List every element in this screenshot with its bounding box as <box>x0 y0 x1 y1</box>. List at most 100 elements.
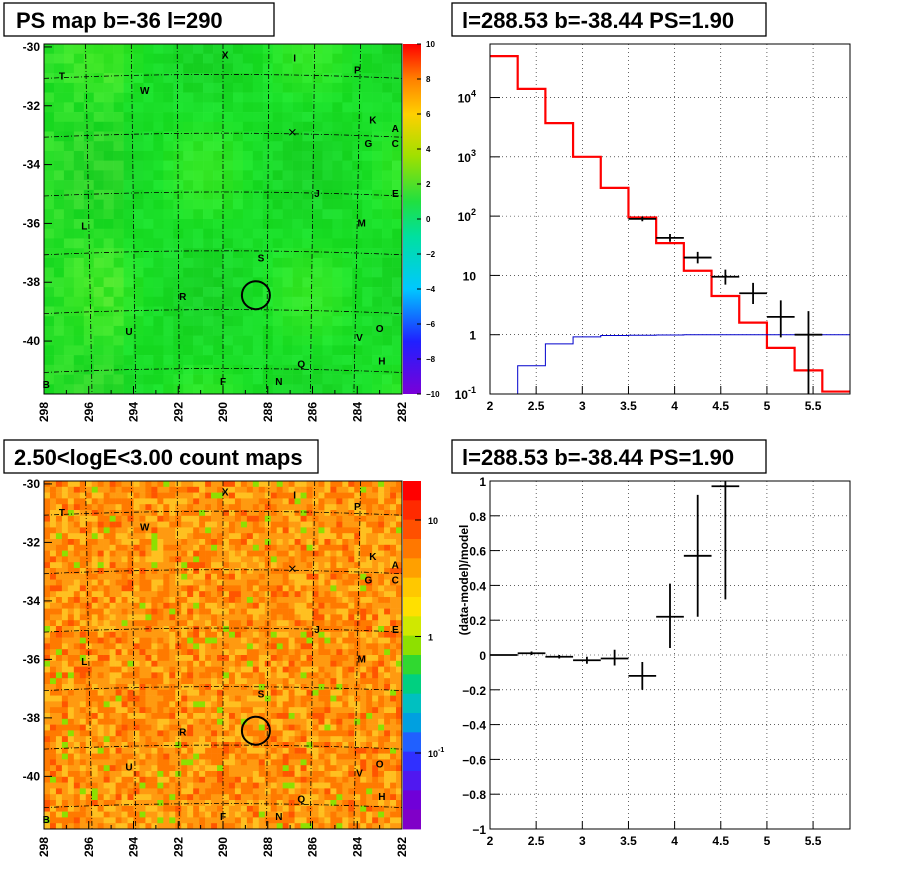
map-pixel <box>330 771 336 777</box>
map-pixel <box>124 73 134 83</box>
map-pixel <box>283 365 293 375</box>
map-pixel <box>213 248 223 258</box>
map-pixel <box>271 707 277 713</box>
map-pixel <box>74 620 80 626</box>
map-pixel <box>157 713 163 719</box>
map-pixel <box>169 823 175 829</box>
map-pixel <box>295 783 301 789</box>
map-pixel <box>295 620 301 626</box>
map-pixel <box>110 597 116 603</box>
map-pixel <box>80 498 86 504</box>
map-pixel <box>163 574 169 580</box>
map-pixel <box>134 510 140 516</box>
map-pixel <box>74 783 80 789</box>
map-pixel <box>301 649 307 655</box>
map-pixel <box>384 719 390 725</box>
map-pixel <box>217 481 223 487</box>
map-pixel <box>360 690 366 696</box>
map-pixel <box>235 603 241 609</box>
map-pixel <box>362 258 372 268</box>
map-pixel <box>114 54 124 64</box>
map-pixel <box>229 551 235 557</box>
map-pixel <box>134 170 144 180</box>
map-pixel <box>354 556 360 562</box>
map-pixel <box>241 568 247 574</box>
map-pixel <box>271 730 277 736</box>
map-pixel <box>342 365 352 375</box>
map-pixel <box>362 345 372 355</box>
map-pixel <box>44 759 50 765</box>
map-pixel <box>277 504 283 510</box>
map-pixel <box>50 690 56 696</box>
map-pixel <box>271 504 277 510</box>
map-pixel <box>241 794 247 800</box>
map-pixel <box>318 493 324 499</box>
map-pixel <box>384 759 390 765</box>
map-pixel <box>163 268 173 278</box>
map-pixel <box>157 545 163 551</box>
map-pixel <box>235 522 241 528</box>
map-pixel <box>354 707 360 713</box>
map-pixel <box>163 219 173 229</box>
map-pixel <box>229 696 235 702</box>
map-pixel <box>384 649 390 655</box>
map-pixel <box>169 771 175 777</box>
map-pixel <box>80 510 86 516</box>
map-pixel <box>217 684 223 690</box>
map-pixel <box>169 730 175 736</box>
map-pixel <box>307 597 313 603</box>
map-pixel <box>163 568 169 574</box>
map-pixel <box>223 522 229 528</box>
map-pixel <box>241 678 247 684</box>
map-pixel <box>271 481 277 487</box>
map-pixel <box>104 190 114 200</box>
map-pixel <box>80 777 86 783</box>
map-pixel <box>163 638 169 644</box>
map-pixel <box>64 44 74 54</box>
map-pixel <box>145 812 151 818</box>
map-pixel <box>243 248 253 258</box>
map-pixel <box>98 545 104 551</box>
map-pixel <box>217 649 223 655</box>
map-pixel <box>169 725 175 731</box>
map-pixel <box>64 277 74 287</box>
map-pixel <box>322 180 332 190</box>
map-pixel <box>283 112 293 122</box>
map-pixel <box>295 672 301 678</box>
map-pixel <box>360 707 366 713</box>
map-pixel <box>62 742 68 748</box>
map-pixel <box>354 719 360 725</box>
map-pixel <box>205 817 211 823</box>
map-pixel <box>124 170 134 180</box>
map-pixel <box>157 614 163 620</box>
map-pixel <box>372 73 382 83</box>
map-pixel <box>259 516 265 522</box>
map-pixel <box>342 603 348 609</box>
map-pixel <box>348 493 354 499</box>
map-pixel <box>271 527 277 533</box>
map-pixel <box>259 672 265 678</box>
map-pixel <box>293 238 303 248</box>
map-pixel <box>211 696 217 702</box>
map-pixel <box>217 516 223 522</box>
map-pixel <box>187 643 193 649</box>
map-pixel <box>181 771 187 777</box>
map-pixel <box>330 823 336 829</box>
map-pixel <box>94 336 104 346</box>
map-pixel <box>313 209 323 219</box>
map-pixel <box>283 800 289 806</box>
map-pixel <box>277 672 283 678</box>
y-tick-label: 1 <box>469 329 476 343</box>
map-pixel <box>342 73 352 83</box>
map-pixel <box>50 580 56 586</box>
map-pixel <box>271 493 277 499</box>
map-pixel <box>243 355 253 365</box>
map-pixel <box>372 585 378 591</box>
map-pixel <box>392 63 402 73</box>
map-pixel <box>223 297 233 307</box>
map-pixel <box>145 817 151 823</box>
map-pixel <box>122 725 128 731</box>
map-pixel <box>392 200 402 210</box>
map-pixel <box>342 556 348 562</box>
map-pixel <box>330 655 336 661</box>
